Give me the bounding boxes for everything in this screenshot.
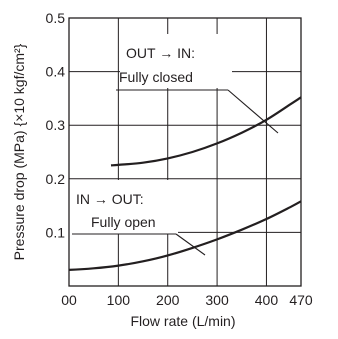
x-tick-label: 00 bbox=[61, 292, 77, 308]
label-bg-closed bbox=[120, 34, 232, 88]
plot-frame bbox=[68, 17, 302, 287]
x-tick-label: 100 bbox=[107, 292, 131, 308]
label-bg-open bbox=[68, 180, 178, 234]
y-tick-label: 0.5 bbox=[46, 10, 66, 26]
y-tick-label: 0.3 bbox=[46, 117, 66, 133]
y-axis-title: Pressure drop (MPa) {×10 kgf/cm²} bbox=[11, 43, 27, 260]
series-curve-fully-closed bbox=[110, 96, 302, 167]
x-tick-label: 470 bbox=[289, 292, 313, 308]
annotation-open-line1: IN → OUT: bbox=[76, 191, 144, 207]
x-tick-label: 300 bbox=[205, 292, 229, 308]
annotation-open-line2: Fully open bbox=[91, 214, 156, 230]
annotations: OUT → IN: Fully closed IN → OUT: Fully o… bbox=[68, 34, 279, 256]
series-curve-fully-open bbox=[68, 200, 302, 271]
x-axis-title: Flow rate (L/min) bbox=[130, 313, 235, 329]
y-tick-label: 0.4 bbox=[46, 64, 66, 80]
series-curves bbox=[68, 96, 302, 271]
y-tick-label: 0.2 bbox=[46, 171, 66, 187]
annotation-closed-line2: Fully closed bbox=[119, 69, 193, 85]
y-tick-label: 0.1 bbox=[46, 224, 66, 240]
leader-arrow-closed bbox=[227, 89, 279, 134]
x-tick-label: 200 bbox=[156, 292, 180, 308]
leader-arrow-open bbox=[175, 233, 206, 256]
x-tick-label: 400 bbox=[255, 292, 279, 308]
tick-labels: 00 100 200 300 400 470 0.1 0.2 0.3 0.4 0.5 bbox=[46, 10, 313, 308]
annotation-closed-line1: OUT → IN: bbox=[126, 45, 195, 61]
